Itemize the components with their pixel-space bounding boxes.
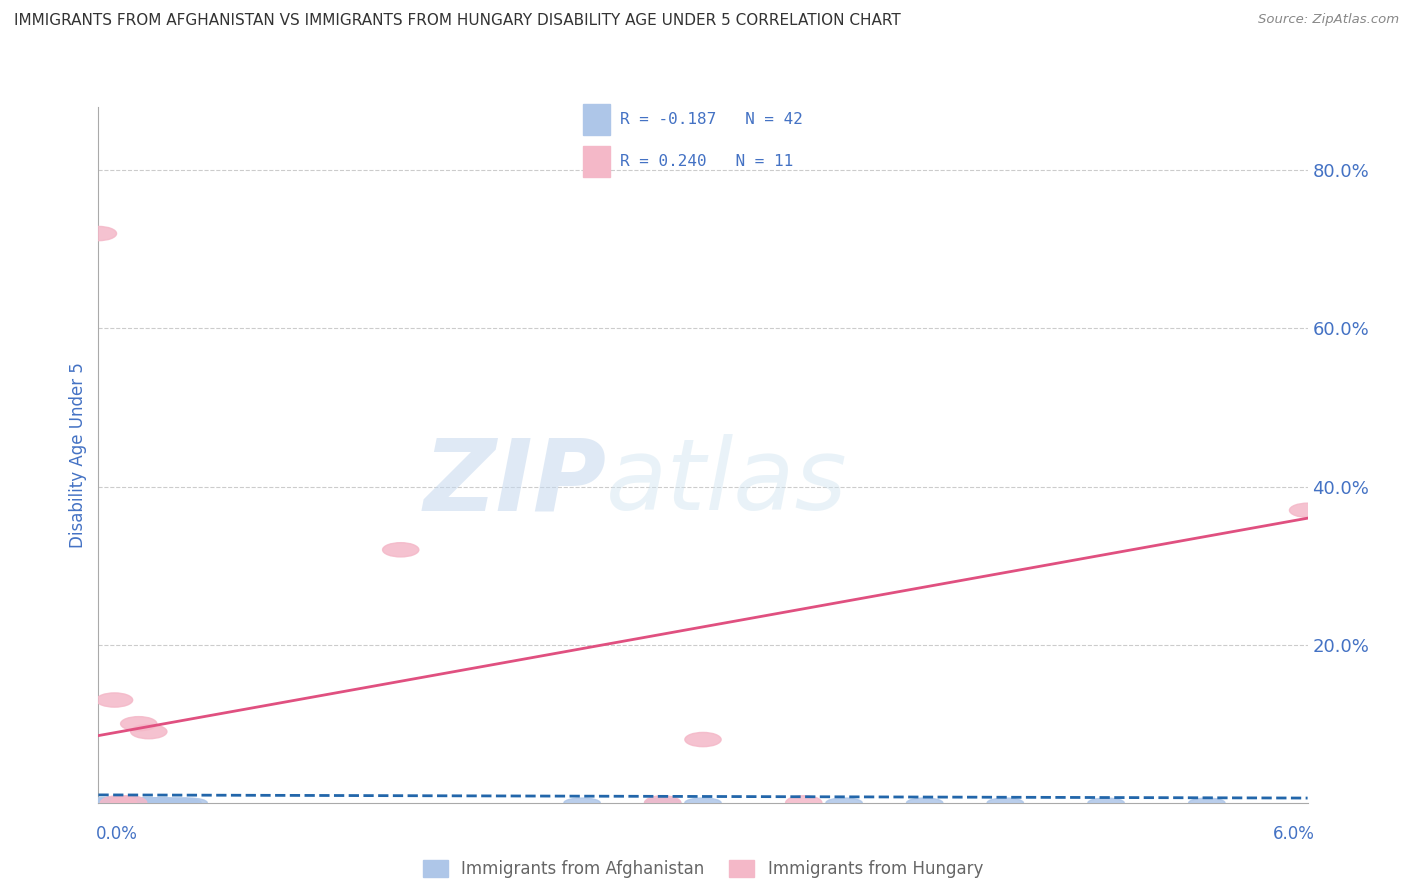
Ellipse shape: [644, 796, 681, 810]
Ellipse shape: [97, 693, 132, 707]
Ellipse shape: [80, 227, 117, 241]
Ellipse shape: [786, 796, 823, 810]
Ellipse shape: [145, 798, 181, 807]
Ellipse shape: [104, 798, 141, 807]
Ellipse shape: [90, 798, 127, 807]
Text: IMMIGRANTS FROM AFGHANISTAN VS IMMIGRANTS FROM HUNGARY DISABILITY AGE UNDER 5 CO: IMMIGRANTS FROM AFGHANISTAN VS IMMIGRANT…: [14, 13, 901, 29]
Ellipse shape: [160, 798, 197, 807]
Ellipse shape: [1289, 503, 1326, 517]
Ellipse shape: [131, 798, 167, 807]
Ellipse shape: [165, 798, 201, 807]
Y-axis label: Disability Age Under 5: Disability Age Under 5: [69, 362, 87, 548]
Ellipse shape: [100, 796, 136, 810]
Ellipse shape: [129, 798, 165, 807]
Text: ZIP: ZIP: [423, 434, 606, 532]
Ellipse shape: [825, 798, 862, 807]
Ellipse shape: [107, 798, 143, 807]
Ellipse shape: [131, 724, 167, 739]
Ellipse shape: [907, 798, 943, 807]
Ellipse shape: [143, 798, 179, 807]
Ellipse shape: [685, 732, 721, 747]
FancyBboxPatch shape: [582, 104, 610, 135]
Ellipse shape: [100, 798, 136, 807]
Ellipse shape: [141, 798, 177, 807]
Ellipse shape: [118, 798, 155, 807]
Ellipse shape: [84, 798, 121, 807]
Ellipse shape: [146, 798, 183, 807]
Ellipse shape: [108, 798, 145, 807]
Text: 0.0%: 0.0%: [96, 825, 138, 843]
Ellipse shape: [127, 798, 163, 807]
Ellipse shape: [121, 716, 157, 731]
Ellipse shape: [117, 798, 153, 807]
Ellipse shape: [125, 798, 160, 807]
Ellipse shape: [136, 798, 173, 807]
Text: Source: ZipAtlas.com: Source: ZipAtlas.com: [1258, 13, 1399, 27]
Ellipse shape: [122, 798, 159, 807]
Text: R = -0.187   N = 42: R = -0.187 N = 42: [620, 112, 803, 127]
Ellipse shape: [114, 798, 150, 807]
Ellipse shape: [93, 798, 129, 807]
Ellipse shape: [111, 796, 146, 810]
Text: 6.0%: 6.0%: [1272, 825, 1315, 843]
Ellipse shape: [86, 798, 122, 807]
Ellipse shape: [172, 798, 207, 807]
Ellipse shape: [112, 798, 149, 807]
Ellipse shape: [121, 798, 157, 807]
Legend: Immigrants from Afghanistan, Immigrants from Hungary: Immigrants from Afghanistan, Immigrants …: [416, 854, 990, 885]
Ellipse shape: [1188, 798, 1225, 807]
Ellipse shape: [135, 798, 172, 807]
Ellipse shape: [97, 798, 132, 807]
Ellipse shape: [150, 798, 187, 807]
Ellipse shape: [987, 798, 1024, 807]
FancyBboxPatch shape: [582, 146, 610, 177]
Text: R = 0.240   N = 11: R = 0.240 N = 11: [620, 154, 793, 169]
Ellipse shape: [644, 798, 681, 807]
Ellipse shape: [132, 798, 169, 807]
Ellipse shape: [100, 798, 136, 807]
Ellipse shape: [382, 542, 419, 557]
Ellipse shape: [155, 798, 191, 807]
Ellipse shape: [564, 798, 600, 807]
Ellipse shape: [111, 798, 146, 807]
Ellipse shape: [685, 798, 721, 807]
Text: atlas: atlas: [606, 434, 848, 532]
Ellipse shape: [80, 798, 117, 807]
Ellipse shape: [1088, 798, 1125, 807]
